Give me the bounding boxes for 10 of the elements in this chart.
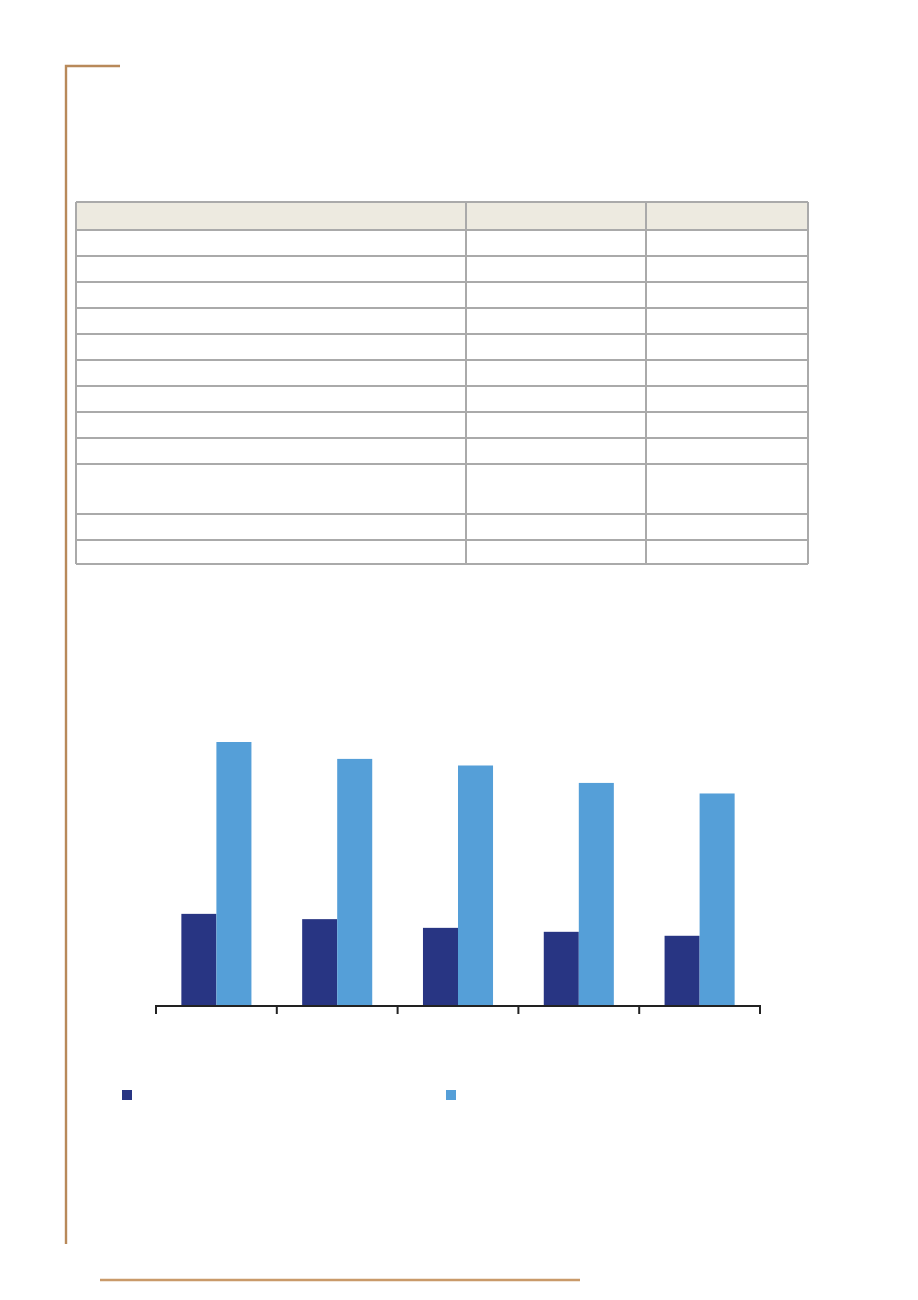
bar — [458, 765, 494, 1006]
bar — [578, 782, 614, 1006]
bar — [337, 758, 373, 1006]
bar — [422, 927, 458, 1006]
bar — [699, 793, 735, 1006]
bar — [543, 931, 579, 1006]
bar — [302, 919, 338, 1006]
bar — [181, 913, 217, 1006]
bar — [216, 742, 252, 1006]
bar — [664, 935, 700, 1006]
